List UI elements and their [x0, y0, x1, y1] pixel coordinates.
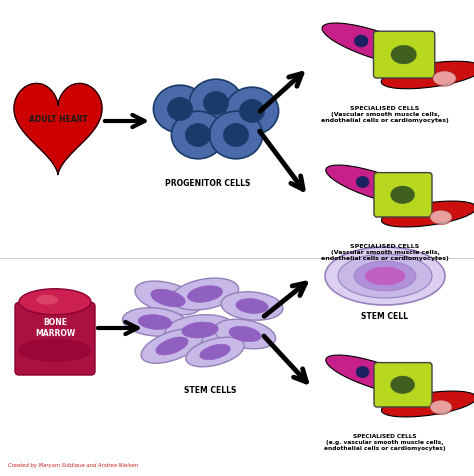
Text: STEM CELL: STEM CELL [362, 312, 409, 321]
Ellipse shape [123, 308, 187, 336]
Ellipse shape [223, 123, 248, 147]
Ellipse shape [167, 98, 192, 120]
Text: STEM CELLS: STEM CELLS [184, 386, 236, 395]
Ellipse shape [356, 177, 369, 188]
Ellipse shape [382, 201, 474, 227]
Ellipse shape [172, 111, 225, 159]
Ellipse shape [433, 71, 456, 86]
Ellipse shape [186, 337, 244, 367]
Text: SPECIALISED CELLS
(e.g. vascular smooth muscle cells,
endothelial cells or cardi: SPECIALISED CELLS (e.g. vascular smooth … [324, 434, 446, 451]
Ellipse shape [200, 344, 230, 360]
Ellipse shape [354, 261, 416, 291]
Ellipse shape [322, 23, 428, 66]
Polygon shape [14, 83, 102, 175]
Ellipse shape [239, 99, 264, 122]
FancyBboxPatch shape [374, 31, 435, 78]
Ellipse shape [165, 315, 235, 345]
Ellipse shape [210, 111, 263, 159]
Text: SPECIALISED CELLS
(Vascular smooth muscle cells,
endothelial cells or cardiomyoc: SPECIALISED CELLS (Vascular smooth muscl… [321, 106, 449, 123]
Ellipse shape [188, 286, 222, 302]
Text: BONE
MARROW: BONE MARROW [35, 318, 75, 337]
Ellipse shape [382, 391, 474, 417]
Ellipse shape [325, 247, 445, 305]
FancyBboxPatch shape [374, 173, 432, 217]
Ellipse shape [430, 400, 452, 415]
Ellipse shape [141, 329, 203, 363]
Ellipse shape [338, 254, 432, 298]
Ellipse shape [203, 91, 228, 115]
Ellipse shape [430, 210, 452, 224]
Ellipse shape [221, 292, 283, 320]
Ellipse shape [391, 186, 415, 204]
Ellipse shape [151, 289, 185, 307]
FancyBboxPatch shape [15, 303, 95, 375]
Ellipse shape [19, 289, 91, 315]
Ellipse shape [154, 85, 207, 133]
Ellipse shape [391, 45, 417, 64]
Text: ADULT HEART: ADULT HEART [29, 115, 87, 123]
Ellipse shape [226, 87, 279, 135]
Text: PROGENITOR CELLS: PROGENITOR CELLS [165, 179, 251, 188]
Ellipse shape [19, 339, 91, 361]
Text: Created by Maryam Siddique and Andrea Nielsen: Created by Maryam Siddique and Andrea Ni… [8, 463, 138, 468]
Ellipse shape [190, 79, 243, 127]
Ellipse shape [355, 35, 368, 47]
Ellipse shape [135, 281, 201, 315]
Ellipse shape [156, 337, 188, 355]
Ellipse shape [185, 123, 210, 147]
Ellipse shape [214, 319, 275, 349]
FancyBboxPatch shape [374, 363, 432, 407]
Ellipse shape [172, 278, 238, 310]
Ellipse shape [326, 165, 425, 205]
Ellipse shape [356, 367, 369, 377]
Ellipse shape [182, 322, 218, 338]
Ellipse shape [138, 315, 172, 329]
Ellipse shape [365, 267, 405, 285]
Ellipse shape [391, 376, 415, 394]
Ellipse shape [229, 327, 261, 342]
Ellipse shape [236, 298, 268, 313]
Ellipse shape [381, 61, 474, 89]
Text: SPECIALISED CELLS
(Vascular smooth muscle cells,
endothelial cells or cardiomyoc: SPECIALISED CELLS (Vascular smooth muscl… [321, 244, 449, 260]
Ellipse shape [36, 295, 58, 305]
Ellipse shape [326, 355, 425, 396]
